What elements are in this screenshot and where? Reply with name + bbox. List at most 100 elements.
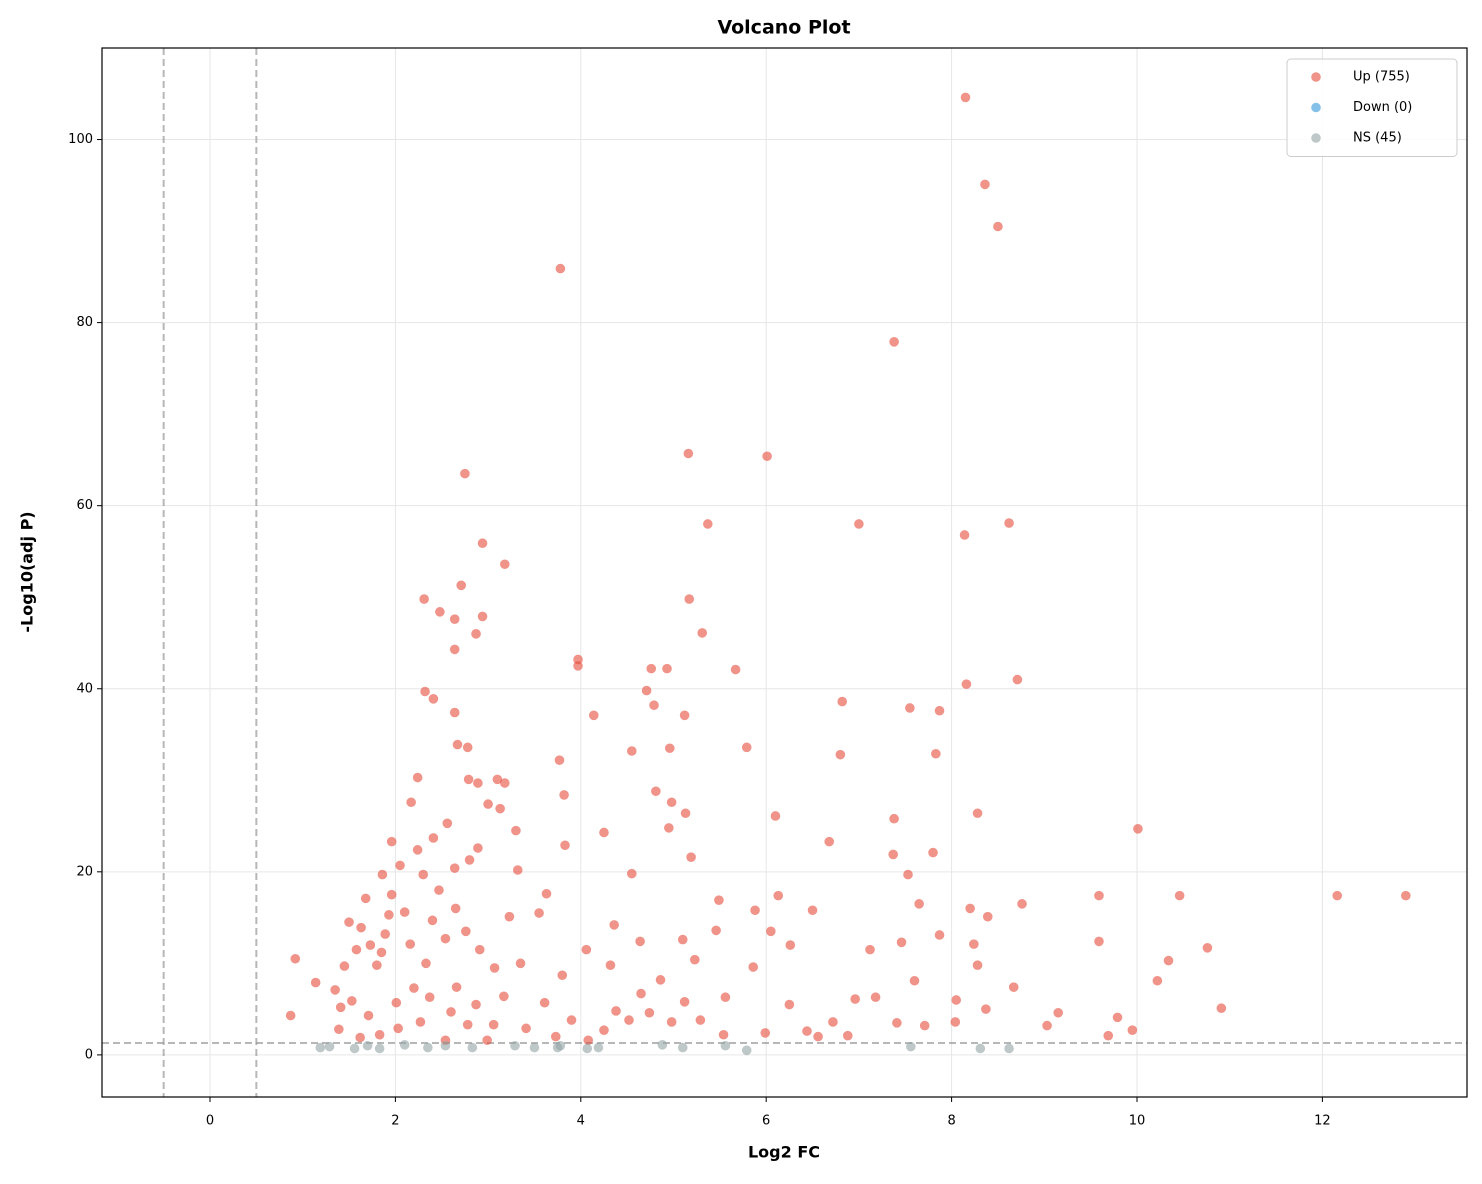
point (583, 1035, 594, 1046)
point (363, 1010, 374, 1021)
grid: 0 2 4 6 8 10 12 0 20 40 60 80 100 (68, 48, 1467, 1129)
point (467, 1042, 478, 1053)
point (460, 468, 470, 479)
x-tick-label: 2 (391, 1114, 399, 1129)
point (888, 849, 898, 860)
point (1053, 1007, 1063, 1018)
point (351, 944, 362, 955)
y-tick-label: 60 (76, 498, 93, 513)
point (334, 1024, 344, 1035)
point (730, 664, 741, 675)
point (290, 953, 301, 964)
point (566, 1015, 577, 1025)
point (399, 907, 410, 917)
point (961, 679, 972, 689)
point (683, 448, 694, 459)
point (748, 962, 759, 972)
point (666, 797, 677, 808)
point (395, 860, 405, 871)
point (550, 1031, 561, 1042)
x-tick-label: 10 (1129, 1114, 1146, 1129)
point (1042, 1020, 1052, 1031)
point (380, 929, 390, 939)
point (377, 869, 388, 880)
point (975, 1043, 986, 1054)
point (657, 1040, 668, 1050)
point (711, 925, 721, 936)
point (905, 703, 915, 713)
point (666, 1017, 677, 1027)
point (554, 755, 565, 765)
point (386, 889, 397, 900)
point (529, 1042, 540, 1053)
point (473, 778, 483, 788)
point (415, 1017, 426, 1027)
point (412, 845, 423, 855)
point (702, 519, 713, 529)
point (896, 937, 907, 948)
point (649, 700, 659, 711)
point (1012, 674, 1023, 685)
point (473, 843, 483, 853)
point (664, 823, 674, 833)
point (1112, 1012, 1123, 1023)
point (605, 960, 616, 970)
point (499, 778, 510, 788)
point (483, 799, 493, 809)
point (581, 944, 592, 955)
point (741, 742, 752, 753)
point (679, 997, 690, 1007)
point (456, 580, 467, 591)
point (424, 992, 435, 1003)
point (750, 905, 760, 916)
point (828, 1017, 838, 1027)
point (972, 808, 983, 819)
point (1332, 890, 1343, 901)
point (555, 263, 566, 274)
point (539, 997, 550, 1008)
point (451, 982, 462, 992)
point (428, 694, 439, 704)
point (510, 1040, 520, 1051)
point (356, 922, 366, 933)
point (951, 995, 962, 1005)
x-tick-label: 0 (206, 1114, 214, 1129)
point (611, 1006, 621, 1016)
point (471, 999, 481, 1010)
point (889, 337, 899, 347)
point (449, 644, 460, 655)
point (655, 975, 666, 985)
point (384, 910, 394, 920)
point (980, 179, 990, 190)
point (477, 611, 488, 622)
point (474, 944, 485, 955)
legend-marker (1311, 72, 1321, 82)
point (677, 1042, 688, 1053)
point (1004, 518, 1014, 528)
point (889, 813, 899, 824)
point (557, 970, 568, 981)
point (909, 975, 920, 986)
point (495, 803, 505, 814)
point (931, 748, 941, 759)
point (1163, 955, 1174, 966)
point (463, 774, 474, 785)
point (842, 1030, 853, 1041)
point (950, 1017, 961, 1027)
point (865, 944, 875, 955)
point (718, 1029, 729, 1040)
point (982, 911, 993, 922)
point (972, 960, 983, 970)
point (347, 996, 357, 1006)
point (802, 1026, 812, 1036)
point (324, 1041, 335, 1052)
point (452, 739, 463, 750)
point (677, 934, 688, 945)
point (310, 977, 321, 988)
point (573, 661, 583, 671)
point (521, 1023, 531, 1034)
point (766, 926, 776, 937)
point (593, 1042, 604, 1053)
point (1094, 890, 1104, 901)
